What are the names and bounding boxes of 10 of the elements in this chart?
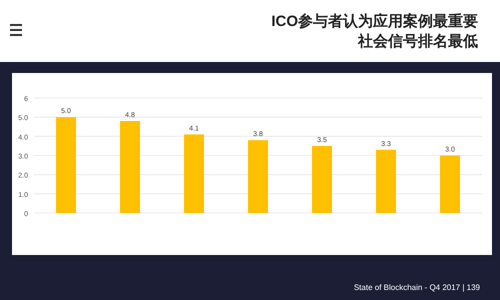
chart-title: ICO参与者认为应用案例最重要 bbox=[271, 12, 478, 30]
bar bbox=[184, 134, 204, 213]
bar bbox=[248, 140, 268, 213]
bar bbox=[376, 150, 396, 213]
bar bbox=[312, 146, 332, 213]
bar bbox=[120, 121, 140, 213]
text: State of Blockchain - Q4 2017 | 139 bbox=[354, 283, 481, 292]
bar bbox=[56, 117, 76, 213]
chart-subtitle: 社会信号排名最低 bbox=[357, 33, 478, 50]
bar bbox=[440, 156, 460, 213]
